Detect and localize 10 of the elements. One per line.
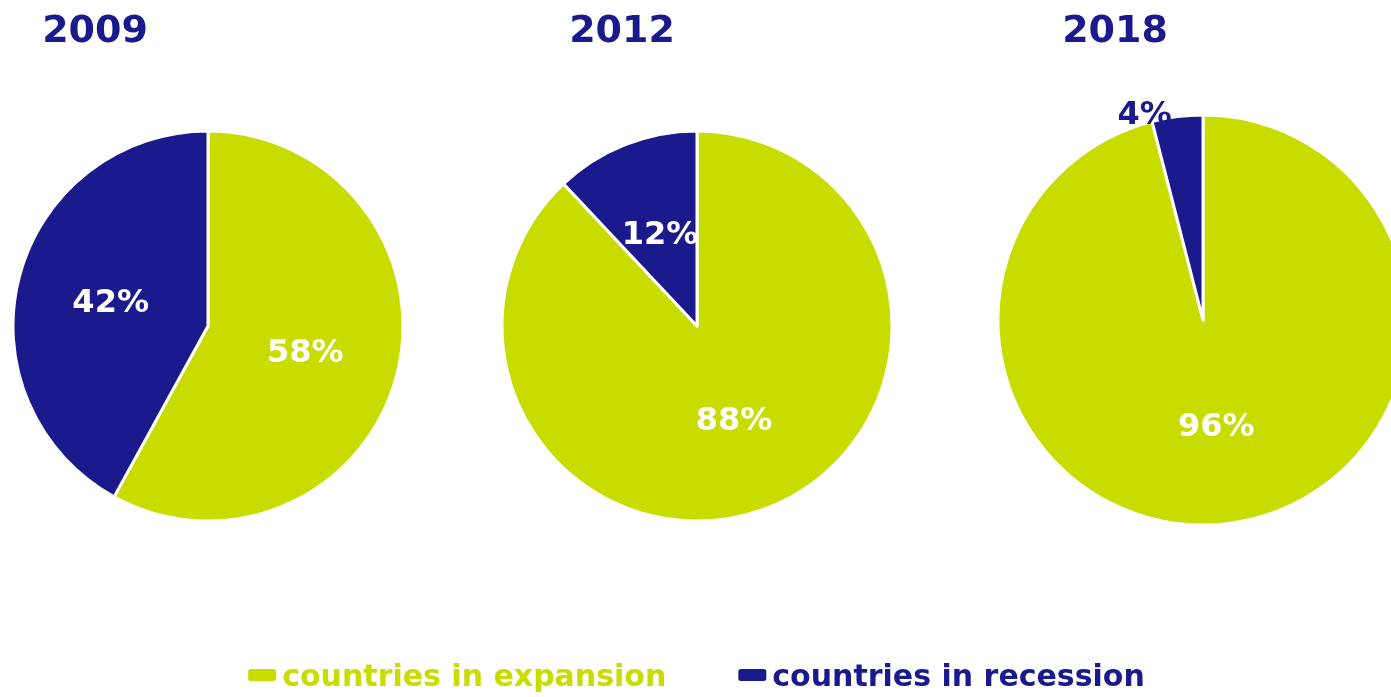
slice-label: 2009	[42, 7, 148, 51]
legend-label: countries in expansion	[282, 657, 667, 693]
slice-label: 2018	[1062, 7, 1168, 51]
data-label: 58%	[267, 331, 344, 370]
legend-label: countries in recession	[772, 657, 1145, 693]
data-label: 96%	[1177, 405, 1255, 444]
data-label: 42%	[72, 282, 149, 321]
data-label: 88%	[695, 400, 773, 439]
slice-label: 2012	[569, 7, 675, 51]
data-label: 12%	[621, 213, 699, 252]
